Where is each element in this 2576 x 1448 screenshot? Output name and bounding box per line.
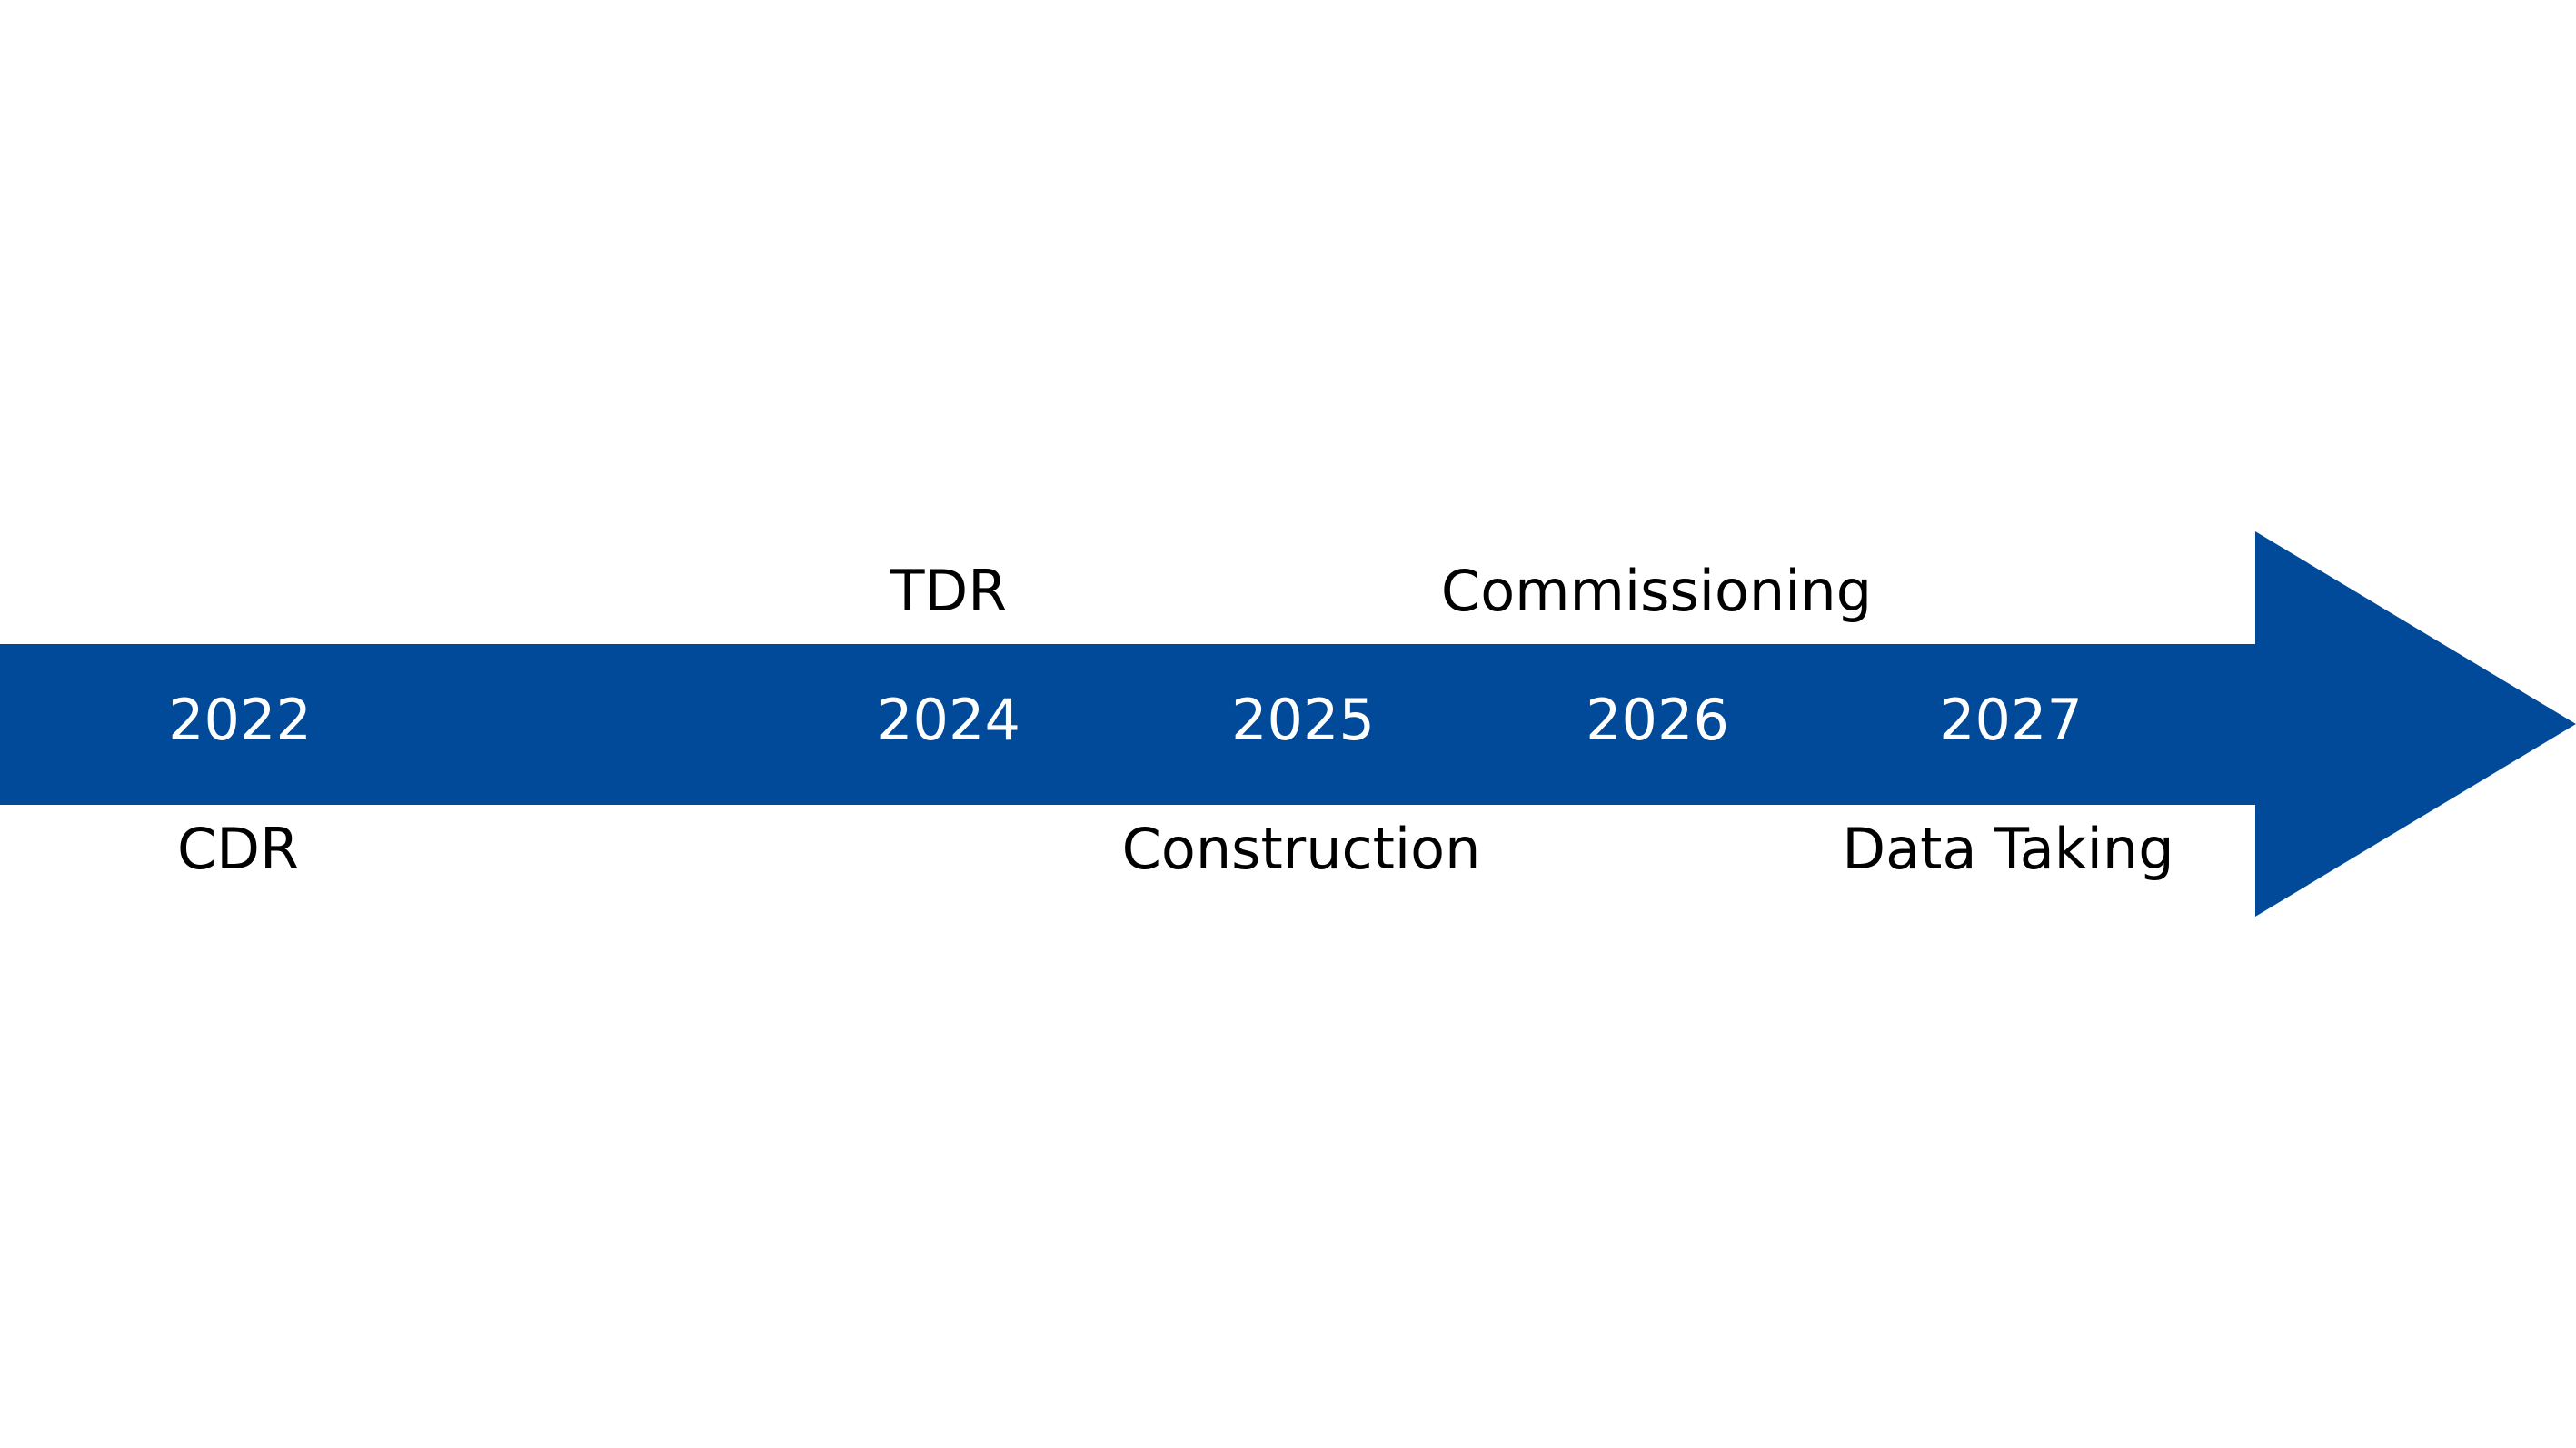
timeline-arrow-shape [0,531,2576,917]
event-tdr: TDR [890,558,1008,624]
year-label-2022: 2022 [168,687,312,753]
year-label-2027: 2027 [1939,687,2083,753]
event-construction: Construction [1121,816,1481,882]
year-label-2024: 2024 [877,687,1020,753]
event-cdr: CDR [176,816,300,882]
event-commissioning: Commissioning [1440,558,1873,624]
year-label-2025: 2025 [1231,687,1375,753]
event-data-taking: Data Taking [1842,816,2174,882]
year-label-2026: 2026 [1586,687,1729,753]
